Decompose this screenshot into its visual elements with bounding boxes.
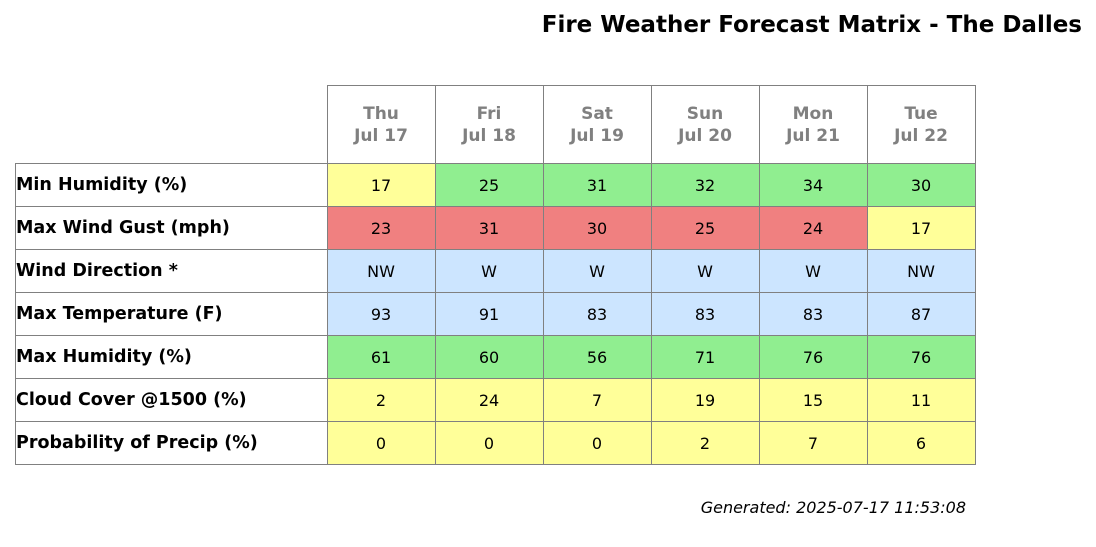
value-cell: 2: [650, 421, 760, 465]
value-cell: 93: [326, 292, 436, 336]
row-label: Max Wind Gust (mph): [15, 206, 328, 250]
value-cell: W: [650, 249, 760, 293]
column-day: Sun: [686, 103, 724, 124]
value-cell: 91: [434, 292, 544, 336]
value-cell: 31: [434, 206, 544, 250]
column-date: Jul 19: [570, 125, 624, 146]
value-cell: 0: [542, 421, 652, 465]
value-cell: W: [434, 249, 544, 293]
column-day: Thu: [363, 103, 399, 124]
column-day: Fri: [476, 103, 502, 124]
value-cell: 34: [758, 163, 868, 207]
value-cell: 30: [542, 206, 652, 250]
column-day: Tue: [904, 103, 938, 124]
column-date: Jul 20: [678, 125, 732, 146]
value-cell: 23: [326, 206, 436, 250]
value-cell: NW: [326, 249, 436, 293]
value-cell: 25: [650, 206, 760, 250]
value-cell: W: [758, 249, 868, 293]
column-date: Jul 21: [786, 125, 840, 146]
column-date: Jul 18: [462, 125, 516, 146]
column-date: Jul 17: [354, 125, 408, 146]
chart-title: Fire Weather Forecast Matrix - The Dalle…: [541, 12, 1082, 38]
table-row: Probability of Precip (%) 0 0 0 2 7 6: [15, 421, 976, 465]
value-cell: 76: [866, 335, 976, 379]
value-cell: 6: [866, 421, 976, 465]
value-cell: 30: [866, 163, 976, 207]
column-header-4: Mon Jul 21: [758, 85, 868, 164]
value-cell: 60: [434, 335, 544, 379]
value-cell: 32: [650, 163, 760, 207]
value-cell: 31: [542, 163, 652, 207]
row-label: Cloud Cover @1500 (%): [15, 378, 328, 422]
value-cell: 0: [434, 421, 544, 465]
value-cell: 7: [758, 421, 868, 465]
table-row: Max Wind Gust (mph) 23 31 30 25 24 17: [15, 206, 976, 250]
value-cell: 24: [758, 206, 868, 250]
matrix-body: Min Humidity (%) 17 25 31 32 34 30 Max Wind Gus…: [15, 163, 976, 465]
table-row: Max Temperature (F) 93 91 83 83 83 87: [15, 292, 976, 336]
column-header-3: Sun Jul 20: [650, 85, 760, 164]
row-label: Max Humidity (%): [15, 335, 328, 379]
row-label: Probability of Precip (%): [15, 421, 328, 465]
column-day: Mon: [792, 103, 834, 124]
value-cell: NW: [866, 249, 976, 293]
value-cell: 24: [434, 378, 544, 422]
value-cell: 76: [758, 335, 868, 379]
value-cell: 19: [650, 378, 760, 422]
value-cell: 2: [326, 378, 436, 422]
generated-timestamp: Generated: 2025-07-17 11:53:08: [700, 498, 966, 517]
value-cell: 61: [326, 335, 436, 379]
value-cell: 83: [650, 292, 760, 336]
column-header-0: Thu Jul 17: [326, 85, 436, 164]
column-header-2: Sat Jul 19: [542, 85, 652, 164]
value-cell: 83: [542, 292, 652, 336]
value-cell: 87: [866, 292, 976, 336]
table-row: Wind Direction * NW W W W W NW: [15, 249, 976, 293]
value-cell: 11: [866, 378, 976, 422]
corner-cell: [15, 85, 327, 164]
header-row: Thu Jul 17 Fri Jul 18 Sat Jul 19 Sun Jul 20 Mon J…: [15, 85, 976, 164]
row-label: Max Temperature (F): [15, 292, 328, 336]
value-cell: 0: [326, 421, 436, 465]
value-cell: 83: [758, 292, 868, 336]
row-label: Wind Direction *: [15, 249, 328, 293]
column-header-1: Fri Jul 18: [434, 85, 544, 164]
table-row: Min Humidity (%) 17 25 31 32 34 30: [15, 163, 976, 207]
value-cell: W: [542, 249, 652, 293]
column-header-5: Tue Jul 22: [866, 85, 976, 164]
value-cell: 15: [758, 378, 868, 422]
value-cell: 71: [650, 335, 760, 379]
column-date: Jul 22: [894, 125, 948, 146]
table-row: Max Humidity (%) 61 60 56 71 76 76: [15, 335, 976, 379]
column-day: Sat: [581, 103, 613, 124]
forecast-matrix: Thu Jul 17 Fri Jul 18 Sat Jul 19 Sun Jul 20 Mon J…: [15, 85, 976, 465]
row-label: Min Humidity (%): [15, 163, 328, 207]
value-cell: 25: [434, 163, 544, 207]
value-cell: 7: [542, 378, 652, 422]
value-cell: 56: [542, 335, 652, 379]
value-cell: 17: [866, 206, 976, 250]
table-row: Cloud Cover @1500 (%) 2 24 7 19 15 11: [15, 378, 976, 422]
value-cell: 17: [326, 163, 436, 207]
